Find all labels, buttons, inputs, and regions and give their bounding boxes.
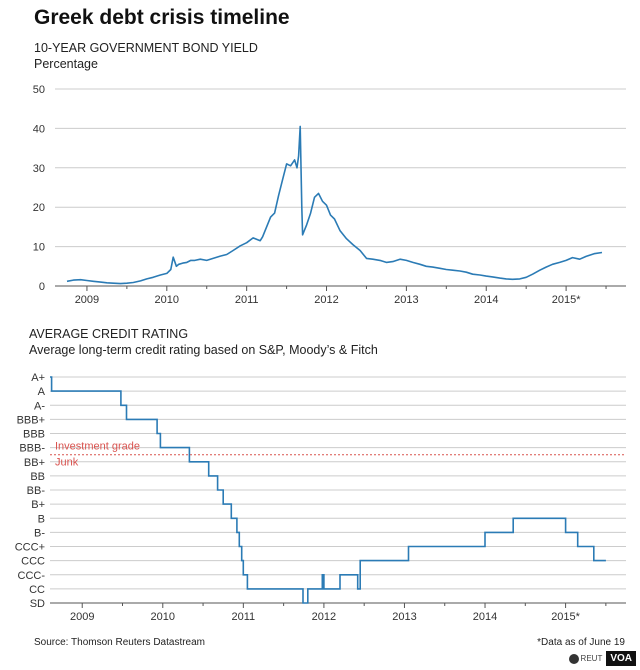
yield-y-tick-label: 0 — [39, 281, 45, 293]
rating-y-tick-label: A — [38, 386, 46, 398]
yield-x-tick-label: 2014 — [474, 294, 498, 306]
yield-y-tick-label: 30 — [33, 163, 45, 175]
rating-chart-subtitle: Average long-term credit rating based on… — [29, 343, 378, 357]
yield-x-tick-label: 2013 — [394, 294, 418, 306]
rating-y-tick-label: A+ — [31, 372, 45, 384]
yield-y-tick-label: 50 — [33, 84, 45, 96]
reuters-credit-label: REUT — [580, 654, 603, 663]
investment-grade-label: Investment grade — [55, 441, 140, 453]
yield-x-tick-label: 2015* — [552, 294, 581, 306]
rating-y-tick-label: BB — [30, 471, 45, 483]
yield-y-tick-label: 40 — [33, 123, 45, 135]
voa-logo: VOA — [606, 651, 636, 666]
rating-y-tick-label: BB+ — [24, 457, 45, 469]
rating-y-tick-label: A- — [34, 400, 45, 412]
data-date-note: *Data as of June 19 — [537, 637, 625, 648]
rating-step-line — [50, 376, 606, 604]
yield-x-tick-label: 2010 — [155, 294, 179, 306]
yield-line — [66, 125, 603, 285]
rating-y-tick-label: CCC — [21, 556, 45, 568]
yield-x-tick-label: 2011 — [235, 294, 259, 306]
rating-x-tick-label: 2012 — [312, 611, 336, 623]
credit-badge: REUT VOA — [568, 651, 636, 666]
rating-y-tick-label: BBB+ — [17, 414, 45, 426]
rating-y-tick-label: CCC- — [18, 570, 46, 582]
reuters-credit: REUT — [568, 653, 603, 664]
reuters-logo-icon — [568, 653, 579, 664]
rating-x-tick-label: 2013 — [392, 611, 416, 623]
yield-y-tick-label: 10 — [33, 242, 45, 254]
chart-title: Greek debt crisis timeline — [34, 6, 290, 29]
rating-y-tick-label: BB- — [27, 485, 46, 497]
rating-y-tick-label: BBB — [23, 429, 45, 441]
yield-x-tick-label: 2009 — [75, 294, 99, 306]
rating-x-tick-label: 2010 — [151, 611, 175, 623]
yield-chart-title: 10-YEAR GOVERNMENT BOND YIELD — [34, 41, 258, 55]
rating-y-tick-label: B — [38, 513, 45, 525]
rating-x-tick-label: 2015* — [551, 611, 580, 623]
source-note: Source: Thomson Reuters Datastream — [34, 637, 206, 648]
rating-x-tick-label: 2011 — [232, 611, 256, 623]
yield-y-tick-label: 20 — [33, 202, 45, 214]
rating-y-tick-label: B+ — [31, 499, 45, 511]
yield-chart-subtitle: Percentage — [34, 57, 98, 71]
rating-y-tick-label: B- — [34, 527, 45, 539]
rating-x-tick-label: 2009 — [70, 611, 94, 623]
rating-y-tick-label: CCC+ — [15, 542, 45, 554]
rating-x-tick-label: 2014 — [473, 611, 497, 623]
rating-y-tick-label: BBB- — [19, 443, 45, 455]
yield-x-tick-label: 2012 — [314, 294, 338, 306]
junk-label: Junk — [55, 457, 79, 469]
rating-chart-title: AVERAGE CREDIT RATING — [29, 327, 189, 341]
rating-y-tick-label: CC — [29, 584, 45, 596]
rating-y-tick-label: SD — [30, 598, 45, 610]
